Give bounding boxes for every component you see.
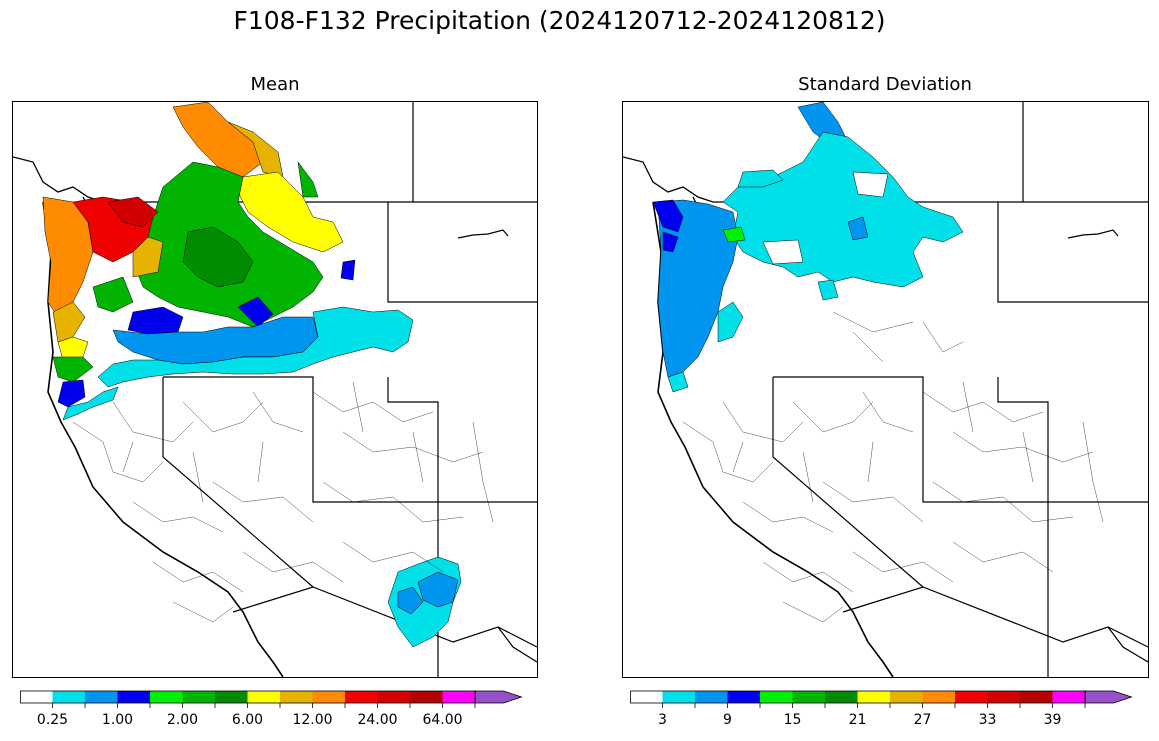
map-mean-precipitation xyxy=(12,101,538,678)
colorbar-tick-label: 12.00 xyxy=(292,712,333,728)
colorbar-mean xyxy=(20,690,523,708)
mean-fills xyxy=(42,102,462,648)
colorbar-tick-label: 27 xyxy=(913,712,932,728)
island-coast xyxy=(1067,229,1119,239)
colorbar-extend-arrow xyxy=(1084,690,1133,704)
std-dev-fills xyxy=(652,102,964,393)
colorbar-tick-label: 1.00 xyxy=(101,712,134,728)
colorbar-segment xyxy=(85,691,118,703)
colorbar-tick-label: 24.00 xyxy=(357,712,398,728)
colorbar-tick-label: 2.00 xyxy=(166,712,199,728)
colorbar-segment xyxy=(1020,691,1053,703)
colorbar-tick-label: 6.00 xyxy=(231,712,264,728)
colorbar-segment xyxy=(20,691,53,703)
colorbar-segment xyxy=(857,691,890,703)
colorbar-segment xyxy=(377,691,410,703)
colorbar-segment xyxy=(760,691,793,703)
colorbar-tick-label: 21 xyxy=(848,712,867,728)
colorbar-tick-label: 0.25 xyxy=(36,712,69,728)
colorbar-std-dev xyxy=(630,690,1133,708)
colorbar-tick-label: 9 xyxy=(723,712,732,728)
colorbar-segment xyxy=(410,691,443,703)
colorbar-segment xyxy=(150,691,183,703)
map-std-deviation xyxy=(622,101,1149,678)
colorbar-segment xyxy=(345,691,378,703)
colorbar-segment xyxy=(662,691,695,703)
colorbar-segment xyxy=(442,691,475,703)
colorbar-segment xyxy=(312,691,345,703)
colorbar-segment xyxy=(1052,691,1085,703)
panel-title-mean: Mean xyxy=(250,74,300,95)
colorbar-segment xyxy=(182,691,215,703)
colorbar-segment xyxy=(922,691,955,703)
colorbar-segment xyxy=(117,691,150,703)
coastline xyxy=(42,201,284,677)
figure-title: F108-F132 Precipitation (2024120712-2024… xyxy=(233,6,886,35)
colorbar-segment xyxy=(727,691,760,703)
panel-title-std-dev: Standard Deviation xyxy=(798,74,972,95)
colorbar-segment xyxy=(280,691,313,703)
colorbar-tick-label: 64.00 xyxy=(422,712,463,728)
colorbar-segment xyxy=(247,691,280,703)
colorbar-segment xyxy=(987,691,1020,703)
colorbar-outline xyxy=(630,690,1086,704)
basin-outlines xyxy=(682,311,1104,623)
colorbar-tick-label: 39 xyxy=(1043,712,1062,728)
colorbar-tick-label: 15 xyxy=(783,712,802,728)
colorbar-segment xyxy=(890,691,923,703)
colorbar-tick-label: 33 xyxy=(978,712,997,728)
colorbar-segment xyxy=(52,691,85,703)
island-coast xyxy=(457,229,509,239)
colorbar-extend-arrow xyxy=(474,690,523,704)
colorbar-outline xyxy=(20,690,476,704)
basin-outlines xyxy=(72,381,494,623)
colorbar-segment xyxy=(215,691,248,703)
colorbar-segment xyxy=(792,691,825,703)
colorbar-tick-label: 3 xyxy=(658,712,667,728)
colorbar-segment xyxy=(630,691,663,703)
colorbar-segment xyxy=(955,691,988,703)
colorbar-segment xyxy=(695,691,728,703)
colorbar-segment xyxy=(825,691,858,703)
state-boundaries xyxy=(103,102,537,677)
